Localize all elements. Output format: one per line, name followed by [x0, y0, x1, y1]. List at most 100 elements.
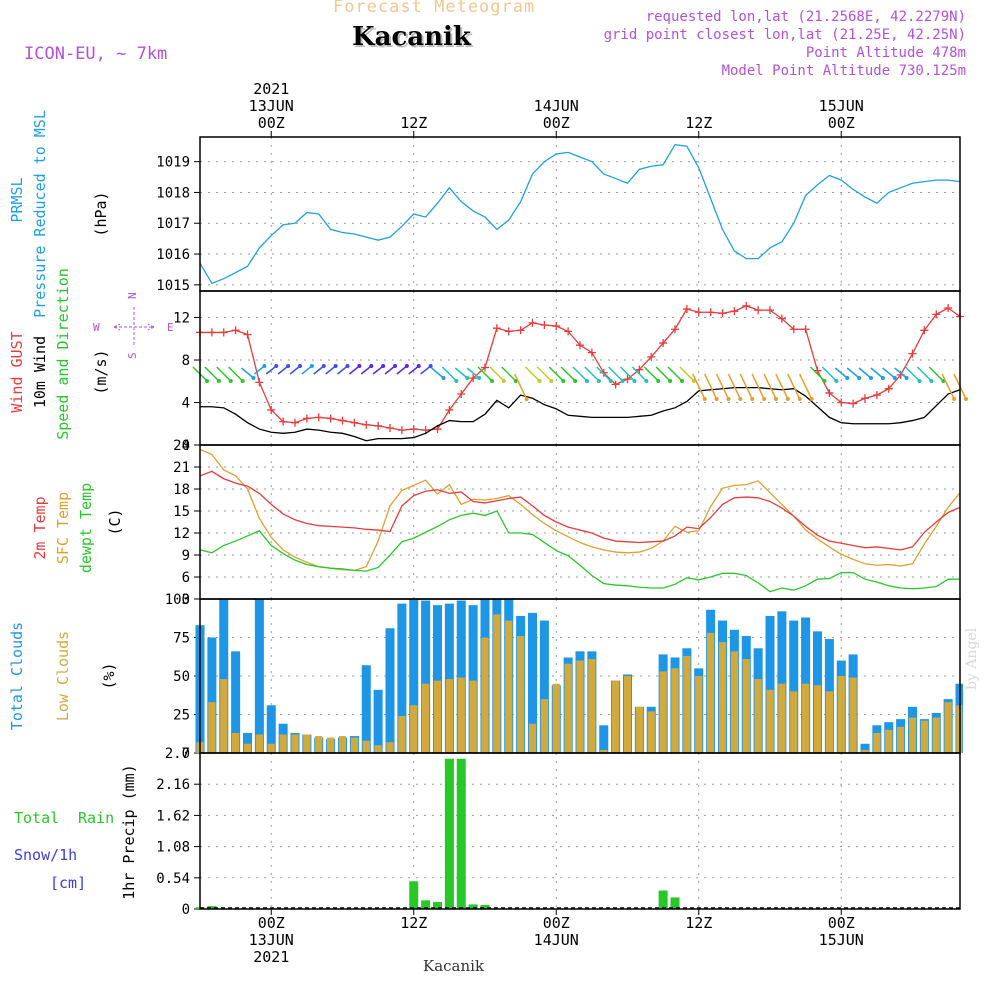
gust-marker — [469, 374, 478, 383]
total-cloud-bar — [599, 725, 609, 753]
gust-marker — [279, 417, 288, 426]
ytick-label-precip: 1.62 — [156, 808, 190, 824]
low-cloud-bar — [291, 734, 299, 753]
gust-marker — [908, 349, 917, 358]
ytick-label-clouds: 75 — [173, 631, 190, 647]
wind-arrow-head — [644, 379, 649, 383]
wind-arrow — [667, 366, 683, 382]
wind-speed-line — [200, 386, 961, 442]
wind-arrow — [739, 373, 753, 400]
low-cloud-bar — [849, 677, 857, 753]
gust-marker — [920, 326, 929, 335]
gust-marker — [243, 330, 252, 339]
rain-bar — [480, 904, 490, 909]
panel-frame-precip — [199, 752, 961, 910]
label-cm: [cm] — [50, 874, 86, 892]
compass-south: S — [126, 352, 139, 359]
low-cloud-bar — [742, 659, 750, 753]
gust-marker — [849, 399, 858, 408]
wind-arrow-head — [501, 379, 506, 383]
gust-marker — [694, 308, 703, 317]
low-cloud-bar — [552, 683, 560, 753]
wind-arrow-head — [228, 379, 233, 383]
wind-arrow-head — [774, 397, 778, 401]
gust-marker — [540, 320, 549, 329]
rain-bar — [444, 758, 454, 909]
wind-arrow — [372, 365, 384, 375]
bottom-axis-label: 00Z — [258, 914, 285, 932]
model-altitude: Model Point Altitude 730.125m — [721, 63, 966, 79]
gust-marker — [481, 363, 489, 372]
top-axis-label: 00Z — [258, 114, 285, 132]
low-cloud-bar — [920, 720, 928, 753]
gust-marker — [207, 328, 216, 337]
wind-arrow-head — [632, 379, 637, 383]
bottom-axis-label: 15JUN — [819, 931, 864, 949]
rain-bar — [468, 904, 478, 909]
ytick-label-clouds: 0 — [182, 746, 190, 762]
low-cloud-bar — [802, 683, 810, 753]
wind-arrow-head — [454, 379, 459, 383]
gust-marker — [635, 365, 644, 374]
compass-rose — [113, 307, 155, 347]
wind-arrow — [289, 365, 301, 375]
ytick-label-clouds: 25 — [173, 708, 190, 724]
label-prmsl: PRMSL — [8, 177, 26, 222]
total-cloud-bar — [373, 689, 383, 753]
wind-arrow-head — [880, 376, 885, 380]
wind-arrow — [301, 365, 313, 375]
wind-arrow — [821, 366, 837, 382]
gust-marker — [409, 425, 418, 434]
low-cloud-bar — [327, 737, 335, 753]
wind-arrow — [348, 365, 360, 375]
ytick-label-temp: 3 — [182, 592, 190, 608]
wind-arrow-head — [952, 397, 957, 401]
low-cloud-bar — [623, 676, 632, 753]
total-cloud-bar — [361, 665, 371, 753]
wind-arrow-head — [750, 397, 755, 401]
wind-arrow — [608, 366, 624, 382]
low-cloud-bar — [683, 655, 691, 753]
low-cloud-bar — [837, 676, 845, 753]
low-cloud-bar — [350, 737, 358, 753]
gust-marker — [718, 309, 727, 318]
wind-arrow — [513, 373, 528, 400]
ytick-label-wind: 4 — [182, 396, 190, 412]
wind-arrow — [619, 366, 636, 382]
wind-arrow — [548, 366, 564, 382]
gust-marker — [576, 341, 584, 350]
wind-arrow-head — [596, 379, 601, 383]
top-axis-label: 2021 — [253, 80, 289, 98]
ytick-label-precip: 0.54 — [156, 871, 190, 887]
wind-arrow-head — [668, 379, 673, 383]
wind-arrow — [524, 366, 541, 382]
rain-bar — [432, 902, 443, 909]
wind-arrow — [431, 367, 444, 379]
gust-marker — [219, 328, 228, 337]
wind-arrow — [727, 373, 742, 400]
grid-point-coords: grid point closest lon,lat (21.25E, 42.2… — [603, 27, 966, 43]
total-cloud-bar — [421, 600, 431, 753]
wind-arrow — [775, 373, 789, 400]
rain-bar — [409, 881, 419, 909]
gust-marker — [386, 424, 394, 433]
total-cloud-bar — [207, 637, 217, 753]
wind-arrow-head — [490, 379, 494, 383]
gust-marker — [611, 380, 620, 389]
low-cloud-bar — [243, 743, 252, 753]
wind-arrow-head — [809, 397, 814, 401]
label-hpa: (hPa) — [92, 191, 110, 236]
wind-arrow — [441, 366, 457, 382]
low-cloud-bar — [754, 679, 762, 753]
gust-marker — [397, 426, 406, 435]
gust-marker — [730, 307, 739, 316]
gust-marker — [599, 368, 608, 377]
wind-arrow — [809, 366, 826, 382]
gust-marker — [872, 391, 881, 400]
wind-arrow — [396, 365, 408, 375]
gust-marker — [338, 416, 347, 425]
label-precip-mm: 1hr Precip (mm) — [120, 764, 138, 899]
total-cloud-bar — [266, 705, 276, 753]
wind-arrow — [870, 367, 884, 379]
low-cloud-bar — [267, 743, 275, 753]
